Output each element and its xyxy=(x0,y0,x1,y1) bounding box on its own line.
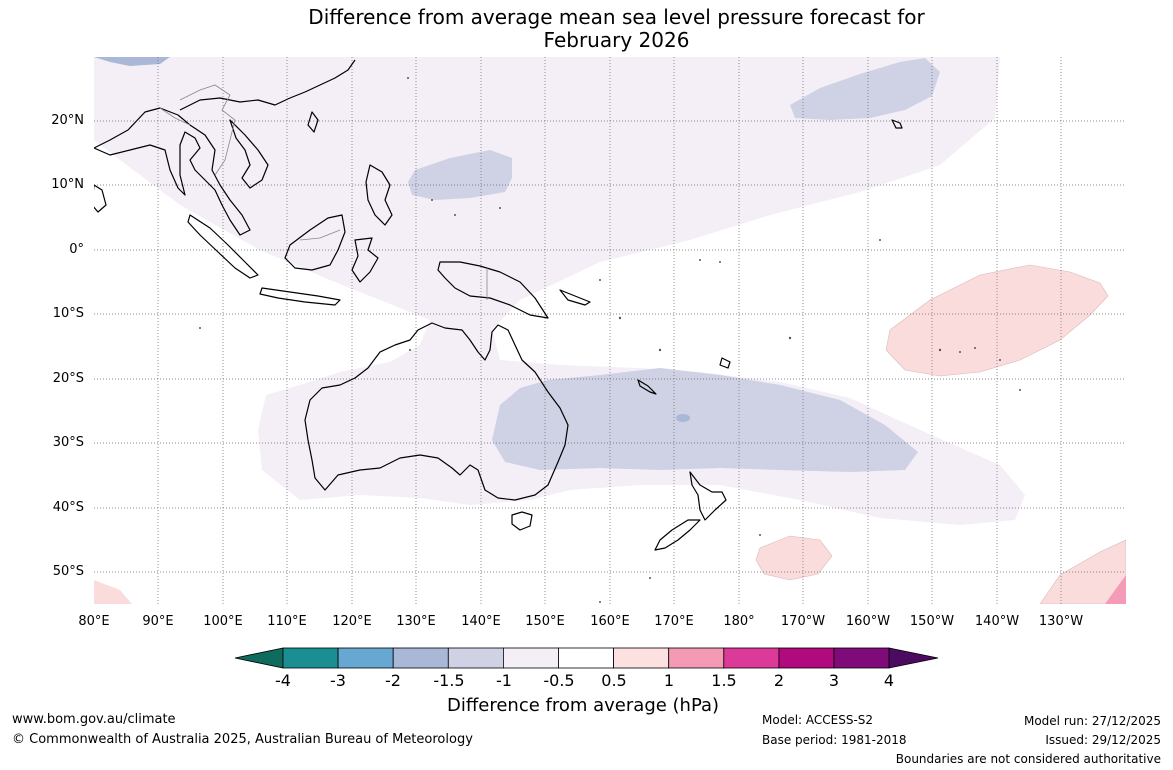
colorbar-tick: 1.5 xyxy=(711,671,737,690)
colorbar-label: Difference from average (hPa) xyxy=(447,695,720,716)
colorbar-tick: -1 xyxy=(496,671,512,690)
lon-label-80e: 80°E xyxy=(78,614,110,629)
colorbar-tick: 3 xyxy=(828,671,840,690)
anomaly-area-himalaya xyxy=(94,57,170,66)
lat-label-30s: 30°S xyxy=(52,435,84,450)
anomaly-area-hawaii xyxy=(790,58,940,120)
lon-label-170e: 170°E xyxy=(654,614,694,629)
lat-label-10s: 10°S xyxy=(52,306,84,321)
lat-label-20n: 20°N xyxy=(51,113,84,128)
footer-copyright: © Commonwealth of Australia 2025, Austra… xyxy=(12,732,473,747)
footer-model-run: Model run: 27/12/2025 xyxy=(1023,714,1161,728)
lon-label-150w: 150°W xyxy=(909,614,955,629)
lon-label-160e: 160°E xyxy=(590,614,630,629)
coastline-australia xyxy=(304,322,569,501)
chart-title-line-1: Difference from average mean sea level p… xyxy=(308,5,925,29)
coastline-sulawesi xyxy=(351,237,379,283)
colorbar-tick: 2 xyxy=(773,671,785,690)
lon-label-100e: 100°E xyxy=(203,614,243,629)
lon-label-130e: 130°E xyxy=(396,614,436,629)
lon-label-160w: 160°W xyxy=(845,614,891,629)
lon-label-180: 180° xyxy=(723,614,755,629)
footer-model: Model: ACCESS-S2 xyxy=(762,713,874,727)
lat-label-10n: 10°N xyxy=(51,177,84,192)
coastline-solomon xyxy=(559,289,591,306)
colorbar-tick: -1.5 xyxy=(433,671,465,690)
colorbar-tick: 1 xyxy=(663,671,675,690)
lat-label-40s: 40°S xyxy=(52,500,84,515)
coastline-asia xyxy=(94,107,251,236)
coastlines xyxy=(94,59,903,551)
colorbar-tick: -0.5 xyxy=(543,671,575,690)
footer-issued: Issued: 29/12/2025 xyxy=(1045,733,1161,747)
lat-label-20s: 20°S xyxy=(52,371,84,386)
coastline-new-caledonia xyxy=(637,379,657,395)
coastline-java xyxy=(259,287,341,306)
lon-label-110e: 110°E xyxy=(267,614,307,629)
anomaly-area-north-pacific xyxy=(408,150,512,200)
coastline-philippines xyxy=(365,164,393,226)
borders xyxy=(159,84,488,300)
colorbar-tick: -2 xyxy=(385,671,401,690)
coastline-tasmania xyxy=(511,511,533,531)
footer-base-period: Base period: 1981-2018 xyxy=(762,733,907,747)
coastline-nz-north xyxy=(689,471,727,521)
footer-disclaimer: Boundaries are not considered authoritat… xyxy=(895,752,1161,766)
anomaly-area-french-polynesia xyxy=(885,264,1109,377)
coastline-nz-south xyxy=(654,519,701,551)
coastline-hawaii xyxy=(891,119,903,129)
lon-label-140e: 140°E xyxy=(461,614,501,629)
lon-label-120e: 120°E xyxy=(332,614,372,629)
coastline-borneo xyxy=(284,214,346,271)
colorbar-tick: 4 xyxy=(883,671,895,690)
small-islands xyxy=(199,77,1021,603)
coastline-fiji xyxy=(719,357,731,369)
anomaly-area-southwest xyxy=(94,580,132,604)
colorbar-tick: 0.5 xyxy=(601,671,627,690)
lat-label-0: 0° xyxy=(69,242,84,257)
anomaly-area-small-blue xyxy=(676,414,690,422)
anomaly-area-far-southeast-strong xyxy=(1105,575,1126,604)
coastline-sumatra xyxy=(187,214,259,279)
anomaly-area-eastern-australia xyxy=(492,368,918,472)
coastline-vietnam xyxy=(229,119,269,189)
lon-label-170w: 170°W xyxy=(780,614,826,629)
lat-label-50s: 50°S xyxy=(52,564,84,579)
coastline-sri-lanka xyxy=(94,184,107,213)
colorbar-tick: -4 xyxy=(275,671,291,690)
graticule xyxy=(94,57,1126,604)
chart-title-line-2: February 2026 xyxy=(543,28,690,52)
lon-label-130w: 130°W xyxy=(1038,614,1084,629)
anomaly-area-far-southeast xyxy=(1039,539,1126,604)
anomaly-area-south-nz xyxy=(755,535,833,581)
lon-label-140w: 140°W xyxy=(974,614,1020,629)
lon-label-150e: 150°E xyxy=(525,614,565,629)
colorbar-tick: -3 xyxy=(330,671,346,690)
footer-url[interactable]: www.bom.gov.au/climate xyxy=(12,712,176,727)
coastline-china xyxy=(179,59,356,111)
coastline-taiwan xyxy=(307,111,319,133)
lon-label-90e: 90°E xyxy=(142,614,174,629)
